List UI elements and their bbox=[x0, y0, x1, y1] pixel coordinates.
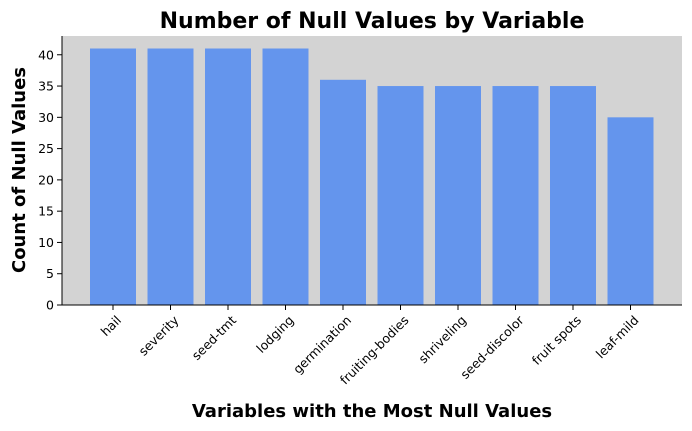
bar-fruit-spots bbox=[550, 86, 596, 305]
x-tick-label: fruit spots bbox=[529, 313, 584, 368]
bar-severity bbox=[147, 48, 194, 305]
y-axis: 0 5 10 15 20 25 30 35 40 bbox=[38, 36, 63, 313]
y-tick-label: 10 bbox=[38, 235, 54, 250]
x-tick-label: lodging bbox=[253, 313, 296, 356]
x-tick-label: shriveling bbox=[415, 313, 469, 367]
bar-leaf-mild bbox=[607, 117, 654, 305]
x-axis-label: Variables with the Most Null Values bbox=[192, 401, 552, 422]
y-tick-label: 35 bbox=[38, 79, 54, 94]
y-tick-label: 30 bbox=[38, 110, 54, 125]
bar-fruiting-bodies bbox=[377, 86, 424, 305]
bar-seed-tmt bbox=[205, 48, 251, 305]
bar-lodging bbox=[262, 48, 309, 305]
x-tick-label: hail bbox=[98, 313, 125, 340]
y-tick-label: 0 bbox=[46, 298, 54, 313]
x-tick-label: leaf-mild bbox=[593, 313, 642, 362]
y-tick-label: 25 bbox=[38, 141, 54, 156]
bars-group bbox=[90, 48, 654, 305]
bar-hail bbox=[90, 48, 136, 305]
y-tick-label: 15 bbox=[38, 204, 54, 219]
x-tick-label: seed-tmt bbox=[189, 312, 239, 362]
y-tick-label: 40 bbox=[38, 47, 54, 62]
x-tick-label: severity bbox=[136, 312, 183, 359]
y-tick-label: 5 bbox=[46, 266, 54, 281]
bar-shriveling bbox=[435, 86, 481, 305]
bar-germination bbox=[320, 79, 366, 305]
y-axis-label: Count of Null Values bbox=[9, 67, 30, 273]
bar-seed-discolor bbox=[492, 86, 539, 305]
y-tick-label: 20 bbox=[38, 172, 54, 187]
chart-title: Number of Null Values by Variable bbox=[160, 9, 585, 34]
x-tick-label: germination bbox=[290, 313, 354, 377]
